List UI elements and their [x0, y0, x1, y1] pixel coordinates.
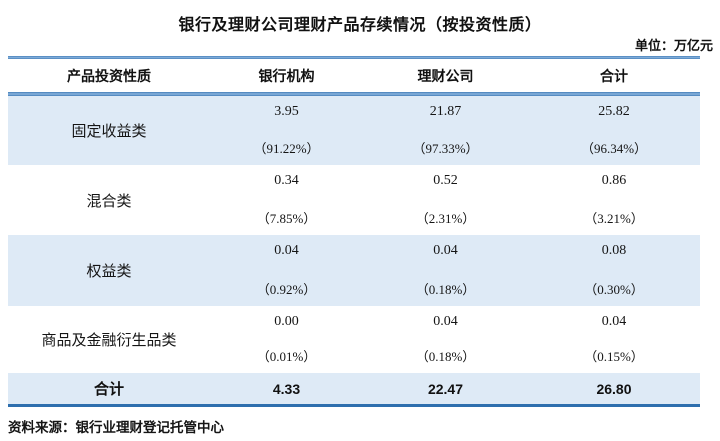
share-text: （96.34%）: [580, 141, 648, 156]
category-label: 固定收益类: [71, 124, 147, 140]
value-text: 21.87: [429, 104, 462, 119]
data-cell: 0.04 （0.92%）: [210, 235, 363, 306]
data-cell: 0.34 （7.85%）: [210, 165, 363, 235]
category-label: 混合类: [86, 193, 132, 210]
value-text: 0.34: [274, 173, 299, 188]
column-header-bank: 银行机构: [258, 67, 315, 84]
value-text: 25.82: [598, 104, 630, 119]
table-header-rule: [8, 92, 700, 96]
unit-label: 单位：万亿元: [634, 38, 713, 53]
data-cell: 0.04 （0.15%）: [528, 306, 700, 373]
share-text: （0.92%）: [256, 282, 317, 297]
data-cell: 25.82 （96.34%）: [528, 96, 700, 165]
value-text: 0.00: [274, 314, 299, 329]
data-cell: 0.00 （0.01%）: [210, 306, 363, 373]
data-cell: 3.95 （91.22%）: [210, 96, 363, 165]
data-cell: 0.04 （0.18%）: [363, 235, 528, 306]
share-text: （0.30%）: [584, 282, 644, 297]
table-row-equity: 权益类 0.04 （0.92%） 0.04 （0.18%） 0.08 （0.30…: [8, 235, 700, 306]
value-text: 0.04: [433, 314, 458, 329]
value-text: 0.86: [601, 173, 627, 188]
share-text: （0.18%）: [415, 349, 476, 364]
share-text: （0.18%）: [415, 282, 476, 297]
category-label: 商品及金融衍生品类: [41, 333, 177, 349]
value-text: 0.52: [433, 173, 458, 188]
category-label: 权益类: [86, 264, 132, 280]
data-cell: 0.52 （2.31%）: [363, 165, 528, 235]
value-text: 0.08: [601, 243, 627, 258]
share-text: （0.15%）: [584, 349, 644, 364]
data-table: 产品投资性质 银行机构 理财公司 合计 固定收益类 3.95 （91.22%） …: [8, 56, 700, 407]
table-header-row: 产品投资性质 银行机构 理财公司 合计: [8, 59, 700, 92]
column-header-category: 产品投资性质: [67, 67, 151, 84]
table-top-rule: [8, 56, 700, 59]
source-note: 资料来源：银行业理财登记托管中心: [8, 420, 224, 435]
table-row-commodity-derivatives: 商品及金融衍生品类 0.00 （0.01%） 0.04 （0.18%） 0.04…: [8, 306, 700, 373]
value-text: 0.04: [433, 243, 458, 258]
total-label: 合计: [93, 381, 124, 398]
total-value: 4.33: [272, 380, 301, 397]
data-cell: 0.08 （0.30%）: [528, 235, 700, 306]
share-text: （0.01%）: [256, 349, 317, 364]
share-text: （91.22%）: [253, 141, 320, 156]
share-text: （97.33%）: [412, 141, 479, 156]
total-value: 26.80: [596, 380, 632, 397]
share-text: （3.21%）: [584, 211, 644, 226]
value-text: 3.95: [274, 104, 299, 119]
column-header-total: 合计: [600, 67, 628, 84]
total-value: 22.47: [427, 380, 464, 397]
table-total-row: 合计 4.33 22.47 26.80: [8, 373, 700, 404]
table-row-mixed: 混合类 0.34 （7.85%） 0.52 （2.31%） 0.86 （3.21…: [8, 165, 700, 235]
value-text: 0.04: [601, 314, 627, 329]
data-cell: 0.04 （0.18%）: [363, 306, 528, 373]
share-text: （2.31%）: [415, 211, 476, 226]
table-row-fixed-income: 固定收益类 3.95 （91.22%） 21.87 （97.33%） 25.82…: [8, 96, 700, 165]
data-cell: 21.87 （97.33%）: [363, 96, 528, 165]
value-text: 0.04: [274, 243, 299, 258]
column-header-wmc: 理财公司: [417, 67, 474, 84]
table-bottom-rule: [8, 404, 700, 407]
share-text: （7.85%）: [256, 211, 317, 226]
page-title: 银行及理财公司理财产品存续情况（按投资性质）: [178, 17, 542, 34]
data-cell: 0.86 （3.21%）: [528, 165, 700, 235]
